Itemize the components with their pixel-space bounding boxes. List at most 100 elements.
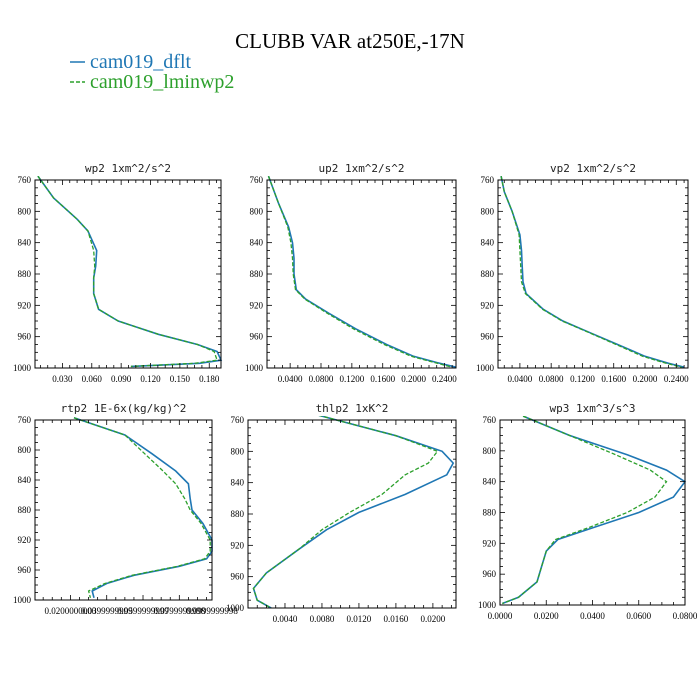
x-tick-label: 0.0400 [508, 374, 533, 384]
x-tick-label: 0.1200 [570, 374, 595, 384]
series-group [502, 416, 687, 605]
y-tick-label: 760 [18, 175, 32, 185]
series-line-cam019_dflt [37, 176, 223, 368]
legend-label: cam019_dflt [90, 51, 192, 73]
y-tick-label: 840 [231, 478, 245, 488]
series-line-cam019_lminwp2 [37, 176, 218, 368]
y-tick-label: 760 [231, 415, 245, 425]
panel-title: wp2 1xm^2/s^2 [85, 162, 171, 175]
y-tick-label: 1000 [226, 603, 245, 613]
series-group [252, 416, 455, 608]
x-tick-label: 0.0800 [309, 374, 334, 384]
chart-panel: up2 1xm^2/s^2 760 800 840 880 920 960 1000 0.040… [245, 162, 457, 384]
series-line-cam019_dflt [267, 176, 457, 368]
y-tick-label: 920 [231, 540, 245, 550]
chart-panel: rtp2 1E-6x(kg/kg)^2 760 800 840 880 920 960 100… [13, 402, 238, 616]
x-tick-label: 0.0160 [384, 614, 409, 624]
x-tick-label: 0.2000 [401, 374, 426, 384]
plot-frame [34, 419, 213, 601]
y-tick-label: 800 [483, 446, 497, 456]
x-tick-label: 0.0800 [673, 611, 698, 621]
x-tick-label: 0.0399999999 [81, 606, 133, 616]
chart-panel: vp2 1xm^2/s^2 760 800 840 880 920 960 1000 0.040… [476, 162, 689, 384]
series-line-cam019_lminwp2 [252, 416, 439, 608]
x-tick-label: 0.0200 [421, 614, 446, 624]
y-tick-label: 1000 [13, 363, 32, 373]
x-tick-label: 0.2400 [664, 374, 689, 384]
y-tick-label: 920 [18, 535, 32, 545]
x-tick-label: 0.0599999999 [117, 606, 169, 616]
y-tick-label: 920 [481, 300, 495, 310]
x-tick-label: 0.2400 [432, 374, 457, 384]
y-tick-label: 960 [250, 332, 264, 342]
y-tick-label: 880 [18, 269, 32, 279]
y-tick-label: 920 [18, 300, 32, 310]
series-group [37, 176, 223, 368]
panel-title: wp3 1xm^3/s^3 [549, 402, 635, 415]
y-tick-label: 800 [18, 445, 32, 455]
x-tick-label: 0.060 [82, 374, 103, 384]
y-tick-label: 840 [18, 238, 32, 248]
series-line-cam019_lminwp2 [500, 176, 682, 368]
figure-title: CLUBB VAR at250E,-17N [235, 29, 465, 53]
legend-label: cam019_lminwp2 [90, 71, 234, 93]
y-tick-label: 1000 [478, 600, 497, 610]
x-tick-label: 0.0800 [539, 374, 564, 384]
y-tick-label: 760 [483, 415, 497, 425]
x-tick-label: 0.1200 [339, 374, 364, 384]
y-tick-label: 760 [18, 415, 32, 425]
y-tick-label: 1000 [245, 363, 264, 373]
series-line-cam019_dflt [502, 416, 687, 605]
series-line-cam019_dflt [73, 417, 213, 599]
plot-frame [499, 419, 686, 606]
series-group [73, 417, 213, 599]
series-line-cam019_lminwp2 [267, 176, 453, 368]
x-tick-label: 0.0200 [534, 611, 559, 621]
y-tick-label: 840 [481, 238, 495, 248]
y-tick-label: 880 [481, 269, 495, 279]
y-tick-label: 760 [250, 175, 264, 185]
chart-panel: thlp2 1xK^2 760 800 840 880 920 960 1000 0.0040 0… [226, 402, 457, 624]
y-tick-label: 800 [481, 206, 495, 216]
plot-frame [266, 179, 457, 369]
x-tick-label: 0.1600 [370, 374, 395, 384]
y-tick-label: 760 [481, 175, 495, 185]
y-tick-label: 880 [18, 505, 32, 515]
panel-title: rtp2 1E-6x(kg/kg)^2 [61, 402, 187, 415]
legend-entry: cam019_lminwp2 [70, 71, 234, 93]
series-group [500, 176, 685, 368]
plot-frame [247, 419, 457, 609]
x-tick-label: 0.0600 [626, 611, 651, 621]
x-tick-label: 0.0799999998 [153, 606, 205, 616]
x-tick-label: 0.0400 [580, 611, 605, 621]
y-tick-label: 800 [231, 446, 245, 456]
series-line-cam019_lminwp2 [502, 416, 668, 605]
x-tick-label: 0.0120 [347, 614, 372, 624]
x-tick-label: 0.0999999998 [186, 606, 238, 616]
plot-frame [497, 179, 689, 369]
panel-title: thlp2 1xK^2 [316, 402, 389, 415]
series-line-cam019_lminwp2 [73, 417, 211, 598]
x-tick-label: 0.0040 [273, 614, 298, 624]
legend-entry: cam019_dflt [70, 51, 192, 73]
y-tick-label: 1000 [13, 595, 32, 605]
y-tick-label: 920 [250, 300, 264, 310]
x-tick-label: 0.0000 [488, 611, 513, 621]
y-tick-label: 840 [250, 238, 264, 248]
panel-grid: wp2 1xm^2/s^2 760 800 840 880 920 960 1000 0.030… [13, 162, 698, 624]
chart-panel: wp2 1xm^2/s^2 760 800 840 880 920 960 1000 0.030… [13, 162, 223, 384]
x-tick-label: 0.0200000000 [45, 606, 97, 616]
x-tick-label: 0.0400 [278, 374, 303, 384]
y-tick-label: 800 [18, 206, 32, 216]
y-tick-label: 960 [483, 569, 497, 579]
plot-frame [34, 179, 222, 369]
x-tick-label: 0.2000 [633, 374, 658, 384]
x-tick-label: 0.090 [111, 374, 132, 384]
x-tick-label: 0.030 [52, 374, 73, 384]
y-tick-label: 880 [250, 269, 264, 279]
x-tick-label: 0.0080 [310, 614, 335, 624]
y-tick-label: 1000 [476, 363, 495, 373]
y-tick-label: 960 [481, 332, 495, 342]
y-tick-label: 960 [231, 572, 245, 582]
y-tick-label: 800 [250, 206, 264, 216]
